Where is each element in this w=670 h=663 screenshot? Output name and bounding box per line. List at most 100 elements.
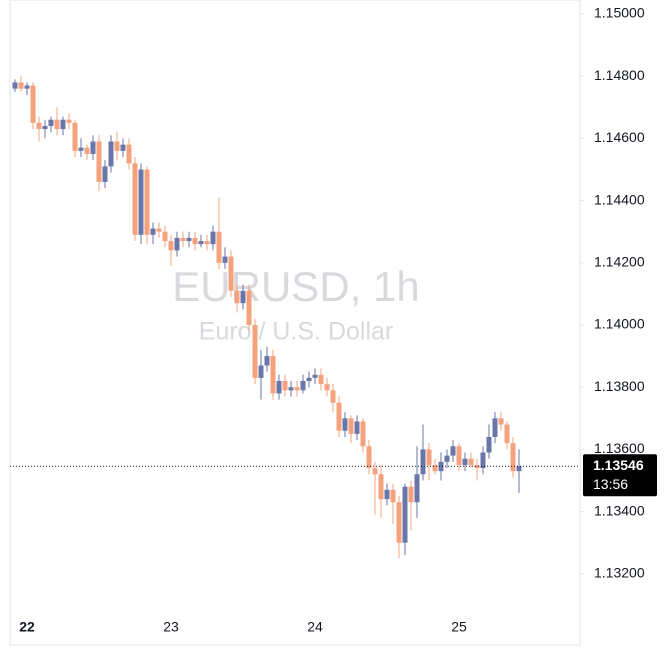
candle-body <box>102 166 108 182</box>
candle-body <box>480 452 486 469</box>
candle-body <box>198 241 204 245</box>
candle-body <box>138 169 144 235</box>
candle-body <box>312 374 318 378</box>
candle-body <box>150 228 156 235</box>
candle-body <box>414 474 420 503</box>
candle-body <box>450 446 456 456</box>
y-tick-label: 1.13600 <box>594 440 645 456</box>
candle-body <box>18 82 24 89</box>
candle-body <box>96 141 102 182</box>
candle-body <box>270 356 276 394</box>
candle-body <box>12 82 18 89</box>
candle-body <box>84 147 90 154</box>
x-tick-label: 24 <box>307 619 323 635</box>
candle-body <box>438 461 444 472</box>
candle-body <box>324 384 330 391</box>
watermark-subtitle: Euro / U.S. Dollar <box>199 318 394 346</box>
y-tick-label: 1.14000 <box>594 316 645 332</box>
candle-body <box>162 231 168 242</box>
candle-body <box>456 446 462 465</box>
candle-body <box>72 122 78 151</box>
candle-body <box>168 241 174 251</box>
candle-body <box>492 418 498 437</box>
candle-body <box>318 374 324 385</box>
candle-body <box>336 402 342 431</box>
candle-body <box>486 436 492 453</box>
x-tick-label: 25 <box>451 619 467 635</box>
y-tick-label: 1.14800 <box>594 67 645 83</box>
candle-body <box>30 85 36 123</box>
candle-body <box>132 163 138 235</box>
y-tick-label: 1.15000 <box>594 5 645 21</box>
candle-body <box>396 502 402 543</box>
candle-body <box>468 458 474 465</box>
candle-body <box>330 390 336 403</box>
candle-body <box>144 169 150 235</box>
candle-body <box>264 356 270 366</box>
y-tick-label: 1.13400 <box>594 502 645 518</box>
y-tick-label: 1.13200 <box>594 565 645 581</box>
last-price-label: 1.13546 <box>593 457 644 473</box>
candle-body <box>432 464 438 472</box>
candle-body <box>288 387 294 391</box>
candle-body <box>114 141 120 151</box>
candle-body <box>126 144 132 164</box>
candle-body <box>504 424 510 444</box>
candle-body <box>204 241 210 245</box>
candle-body <box>342 418 348 431</box>
candle-body <box>282 380 288 391</box>
candle-body <box>258 365 264 378</box>
candle-body <box>48 119 54 126</box>
y-tick-label: 1.14400 <box>594 191 645 207</box>
candle-body <box>354 421 360 434</box>
candle-body <box>180 237 186 242</box>
candle-body <box>36 122 42 130</box>
y-tick-label: 1.14600 <box>594 129 645 145</box>
candle-body <box>234 290 240 304</box>
candle-body <box>228 256 234 291</box>
candle-body <box>108 141 114 167</box>
candle-body <box>420 449 426 475</box>
y-tick-label: 1.14200 <box>594 254 645 270</box>
candle-body <box>516 466 522 472</box>
candle-body <box>78 147 84 151</box>
candle-body <box>510 443 516 472</box>
candle-body <box>216 231 222 263</box>
candle-body <box>378 474 384 500</box>
candle-body <box>390 489 396 503</box>
watermark-title: EURUSD, 1h <box>172 263 419 310</box>
candle-body <box>276 380 282 394</box>
candle-body <box>120 144 126 151</box>
candle-body <box>372 468 378 475</box>
candle-body <box>174 237 180 251</box>
candle-body <box>366 446 372 469</box>
candle-body <box>348 418 354 434</box>
candle-body <box>444 455 450 462</box>
candle-body <box>90 141 96 154</box>
candle-body <box>294 387 300 391</box>
candle-body <box>300 380 306 391</box>
candle-body <box>24 85 30 89</box>
last-price-box <box>583 454 657 497</box>
candle-body <box>426 449 432 465</box>
countdown-label: 13:56 <box>593 476 628 492</box>
candle-body <box>54 119 60 130</box>
candle-body <box>192 237 198 245</box>
x-tick-label: 22 <box>19 619 35 635</box>
candle-body <box>408 486 414 503</box>
candle-body <box>360 421 366 447</box>
candle-body <box>252 325 258 378</box>
candle-body <box>186 237 192 242</box>
y-tick-label: 1.13800 <box>594 378 645 394</box>
candle-body <box>66 119 72 123</box>
candle-body <box>210 231 216 245</box>
candle-body <box>156 228 162 232</box>
candle-body <box>474 464 480 469</box>
candle-body <box>384 489 390 500</box>
x-tick-label: 23 <box>163 619 179 635</box>
plot-frame <box>9 0 581 646</box>
candle-body <box>246 290 252 325</box>
candle-body <box>402 486 408 543</box>
